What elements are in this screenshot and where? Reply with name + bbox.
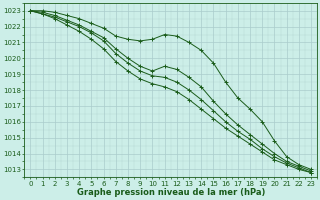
X-axis label: Graphe pression niveau de la mer (hPa): Graphe pression niveau de la mer (hPa) bbox=[76, 188, 265, 197]
